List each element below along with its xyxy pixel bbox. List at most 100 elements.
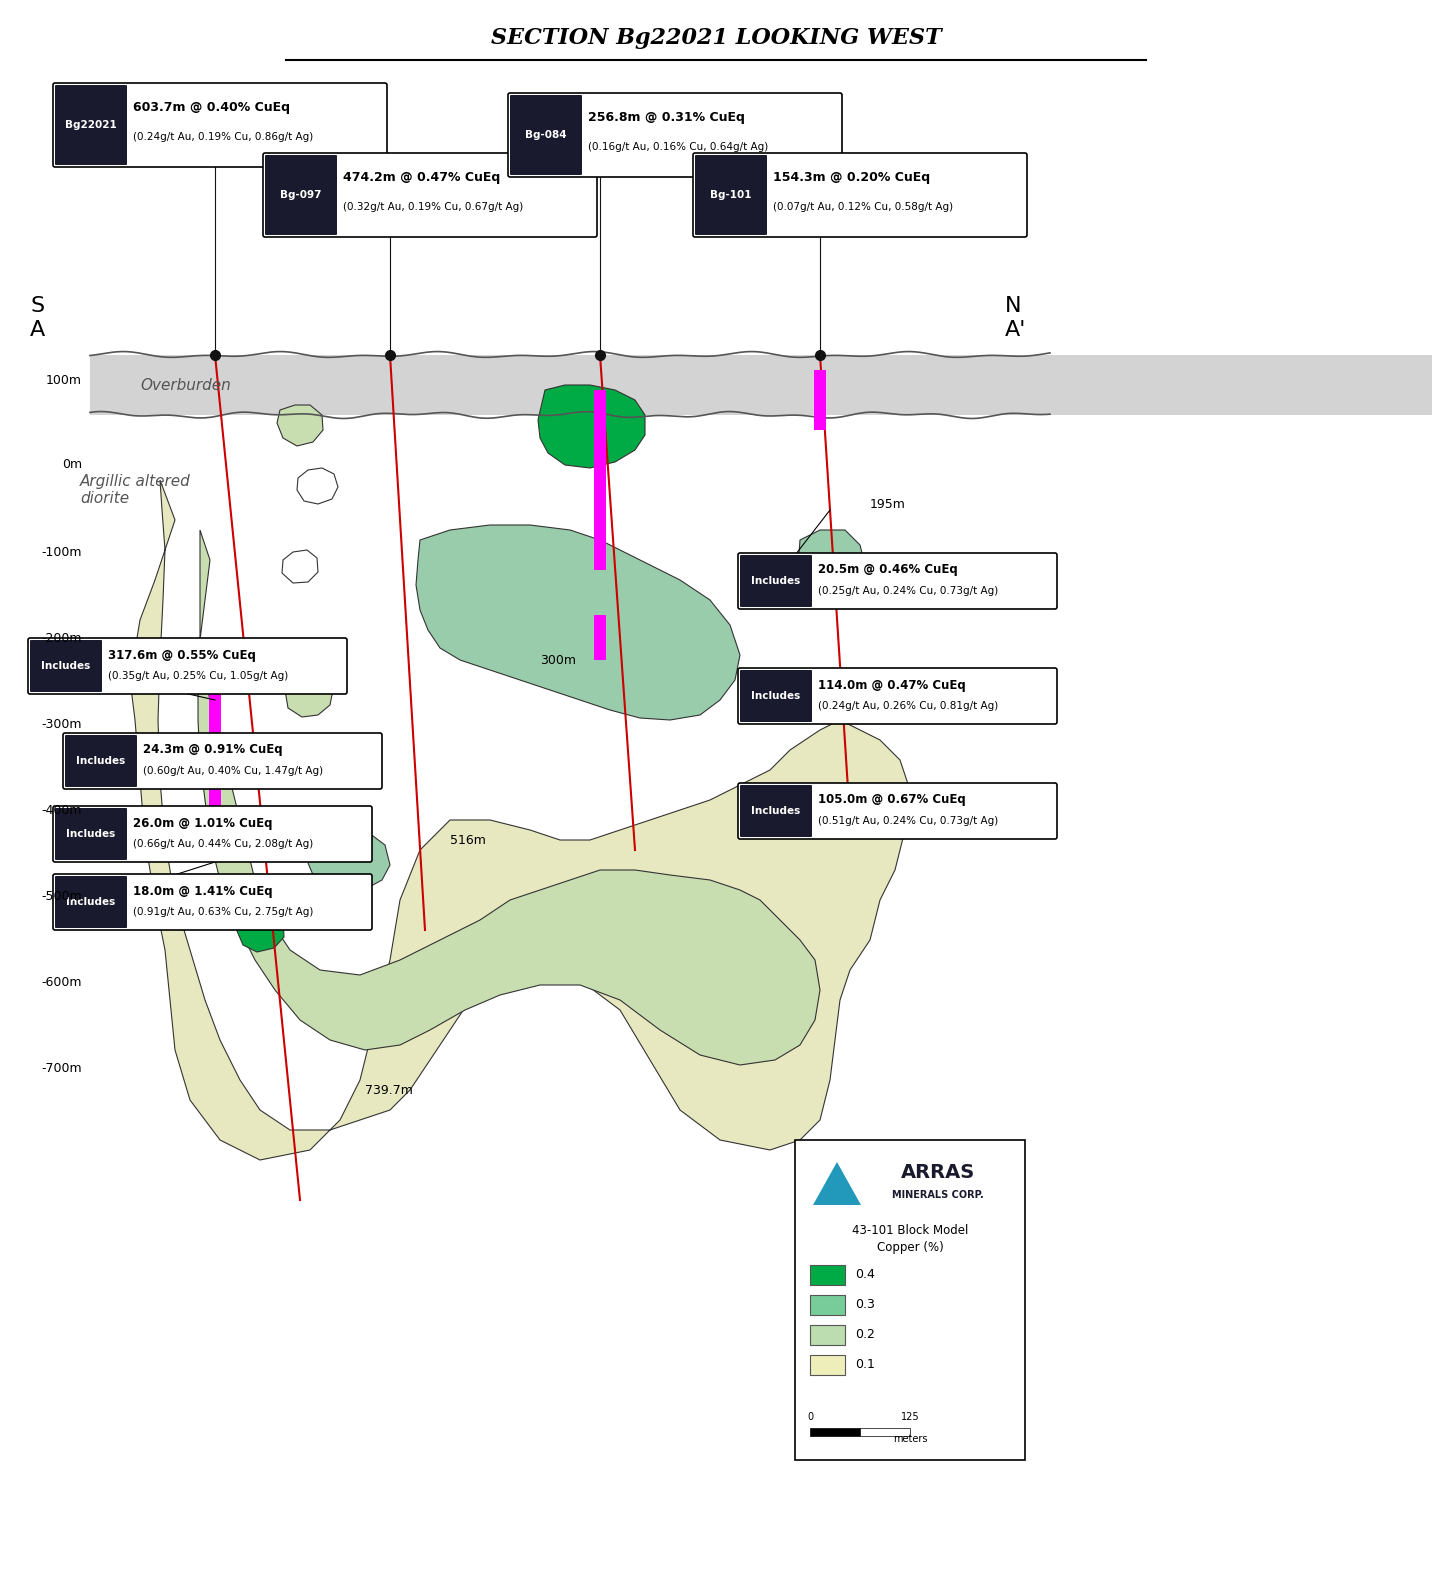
Text: S
A: S A (30, 297, 46, 340)
Text: -200m: -200m (42, 632, 82, 645)
Text: MINERALS CORP.: MINERALS CORP. (892, 1189, 984, 1201)
Text: -700m: -700m (42, 1062, 82, 1075)
Text: meters: meters (892, 1434, 928, 1443)
Text: Includes: Includes (76, 756, 126, 765)
Text: 516m: 516m (450, 834, 485, 846)
Text: 100m: 100m (46, 373, 82, 386)
Text: ARRAS: ARRAS (901, 1162, 975, 1181)
Text: (0.24g/t Au, 0.19% Cu, 0.86g/t Ag): (0.24g/t Au, 0.19% Cu, 0.86g/t Ag) (133, 132, 314, 141)
Bar (811, 1294, 845, 1315)
Text: 154.3m @ 0.20% CuEq: 154.3m @ 0.20% CuEq (773, 170, 931, 184)
FancyBboxPatch shape (740, 554, 812, 607)
Text: (0.51g/t Au, 0.24% Cu, 0.73g/t Ag): (0.51g/t Au, 0.24% Cu, 0.73g/t Ag) (818, 816, 998, 826)
Bar (811, 1324, 845, 1345)
Text: Includes: Includes (66, 897, 116, 907)
Bar (811, 1428, 861, 1436)
Bar (811, 1266, 845, 1285)
Text: Includes: Includes (752, 576, 800, 586)
FancyBboxPatch shape (30, 640, 102, 692)
Text: (0.16g/t Au, 0.16% Cu, 0.64g/t Ag): (0.16g/t Au, 0.16% Cu, 0.64g/t Ag) (589, 141, 768, 152)
Polygon shape (130, 480, 909, 1159)
FancyBboxPatch shape (737, 553, 1057, 610)
Text: 603.7m @ 0.40% CuEq: 603.7m @ 0.40% CuEq (133, 100, 291, 113)
FancyBboxPatch shape (53, 873, 372, 931)
Text: 24.3m @ 0.91% CuEq: 24.3m @ 0.91% CuEq (143, 743, 282, 756)
FancyBboxPatch shape (29, 638, 347, 694)
FancyBboxPatch shape (54, 808, 127, 861)
FancyBboxPatch shape (737, 669, 1057, 724)
Polygon shape (813, 1162, 861, 1205)
FancyBboxPatch shape (54, 877, 127, 927)
Text: 0.4: 0.4 (855, 1269, 875, 1282)
Text: (0.35g/t Au, 0.25% Cu, 1.05g/t Ag): (0.35g/t Au, 0.25% Cu, 1.05g/t Ag) (107, 672, 288, 681)
Polygon shape (238, 910, 284, 951)
Polygon shape (198, 530, 821, 1066)
Text: (0.60g/t Au, 0.40% Cu, 1.47g/t Ag): (0.60g/t Au, 0.40% Cu, 1.47g/t Ag) (143, 765, 324, 777)
FancyBboxPatch shape (508, 94, 842, 176)
Polygon shape (308, 831, 390, 892)
Polygon shape (538, 384, 644, 468)
Text: (0.32g/t Au, 0.19% Cu, 0.67g/t Ag): (0.32g/t Au, 0.19% Cu, 0.67g/t Ag) (344, 202, 523, 213)
Bar (594, 391, 606, 570)
Text: N
A': N A' (1005, 297, 1027, 340)
FancyBboxPatch shape (693, 152, 1027, 237)
Text: -300m: -300m (42, 718, 82, 730)
FancyBboxPatch shape (740, 784, 812, 837)
FancyBboxPatch shape (54, 86, 127, 165)
Text: -600m: -600m (42, 977, 82, 989)
Bar (861, 1428, 909, 1436)
Text: Includes: Includes (752, 691, 800, 700)
Text: 0: 0 (808, 1412, 813, 1421)
FancyBboxPatch shape (740, 670, 812, 723)
Text: 26.0m @ 1.01% CuEq: 26.0m @ 1.01% CuEq (133, 816, 272, 829)
Polygon shape (417, 526, 740, 719)
Text: (0.91g/t Au, 0.63% Cu, 2.75g/t Ag): (0.91g/t Au, 0.63% Cu, 2.75g/t Ag) (133, 907, 314, 916)
Text: -400m: -400m (42, 804, 82, 816)
Text: 474.2m @ 0.47% CuEq: 474.2m @ 0.47% CuEq (344, 170, 500, 184)
Text: 0.2: 0.2 (855, 1329, 875, 1342)
Polygon shape (296, 468, 338, 503)
Text: Bg-097: Bg-097 (281, 191, 322, 200)
FancyBboxPatch shape (695, 156, 768, 235)
FancyBboxPatch shape (795, 1140, 1025, 1459)
FancyBboxPatch shape (53, 807, 372, 862)
Text: 317.6m @ 0.55% CuEq: 317.6m @ 0.55% CuEq (107, 648, 256, 662)
Text: 125: 125 (901, 1412, 919, 1421)
Text: 43-101 Block Model: 43-101 Block Model (852, 1223, 968, 1237)
FancyBboxPatch shape (263, 152, 597, 237)
Polygon shape (798, 530, 865, 600)
Text: (0.25g/t Au, 0.24% Cu, 0.73g/t Ag): (0.25g/t Au, 0.24% Cu, 0.73g/t Ag) (818, 586, 998, 596)
Polygon shape (282, 549, 318, 583)
Text: Includes: Includes (42, 661, 90, 672)
Text: Includes: Includes (66, 829, 116, 838)
Bar (90, 356, 1432, 414)
Text: Bg22021: Bg22021 (64, 121, 117, 130)
Text: Copper (%): Copper (%) (876, 1242, 944, 1255)
Text: Bg-084: Bg-084 (526, 130, 567, 140)
Text: Includes: Includes (752, 807, 800, 816)
FancyBboxPatch shape (265, 156, 337, 235)
Text: -500m: -500m (42, 891, 82, 904)
Text: Argillic altered
diorite: Argillic altered diorite (80, 473, 190, 507)
Text: Bg-101: Bg-101 (710, 191, 752, 200)
Text: 105.0m @ 0.67% CuEq: 105.0m @ 0.67% CuEq (818, 794, 965, 807)
Text: 0.1: 0.1 (855, 1358, 875, 1372)
Bar (813, 370, 826, 430)
FancyBboxPatch shape (63, 734, 382, 789)
Text: 18.0m @ 1.41% CuEq: 18.0m @ 1.41% CuEq (133, 885, 272, 897)
FancyBboxPatch shape (53, 83, 387, 167)
Text: (0.24g/t Au, 0.26% Cu, 0.81g/t Ag): (0.24g/t Au, 0.26% Cu, 0.81g/t Ag) (818, 700, 998, 711)
Text: (0.66g/t Au, 0.44% Cu, 2.08g/t Ag): (0.66g/t Au, 0.44% Cu, 2.08g/t Ag) (133, 838, 314, 850)
Text: 256.8m @ 0.31% CuEq: 256.8m @ 0.31% CuEq (589, 111, 745, 124)
Text: 195m: 195m (871, 499, 906, 511)
FancyBboxPatch shape (64, 735, 137, 788)
Text: -100m: -100m (42, 546, 82, 559)
Bar (811, 1355, 845, 1375)
FancyBboxPatch shape (510, 95, 581, 175)
Polygon shape (276, 405, 324, 446)
Polygon shape (285, 675, 334, 718)
Text: 300m: 300m (540, 654, 576, 667)
Text: 739.7m: 739.7m (365, 1083, 412, 1096)
Text: 20.5m @ 0.46% CuEq: 20.5m @ 0.46% CuEq (818, 564, 958, 576)
Bar (594, 615, 606, 661)
